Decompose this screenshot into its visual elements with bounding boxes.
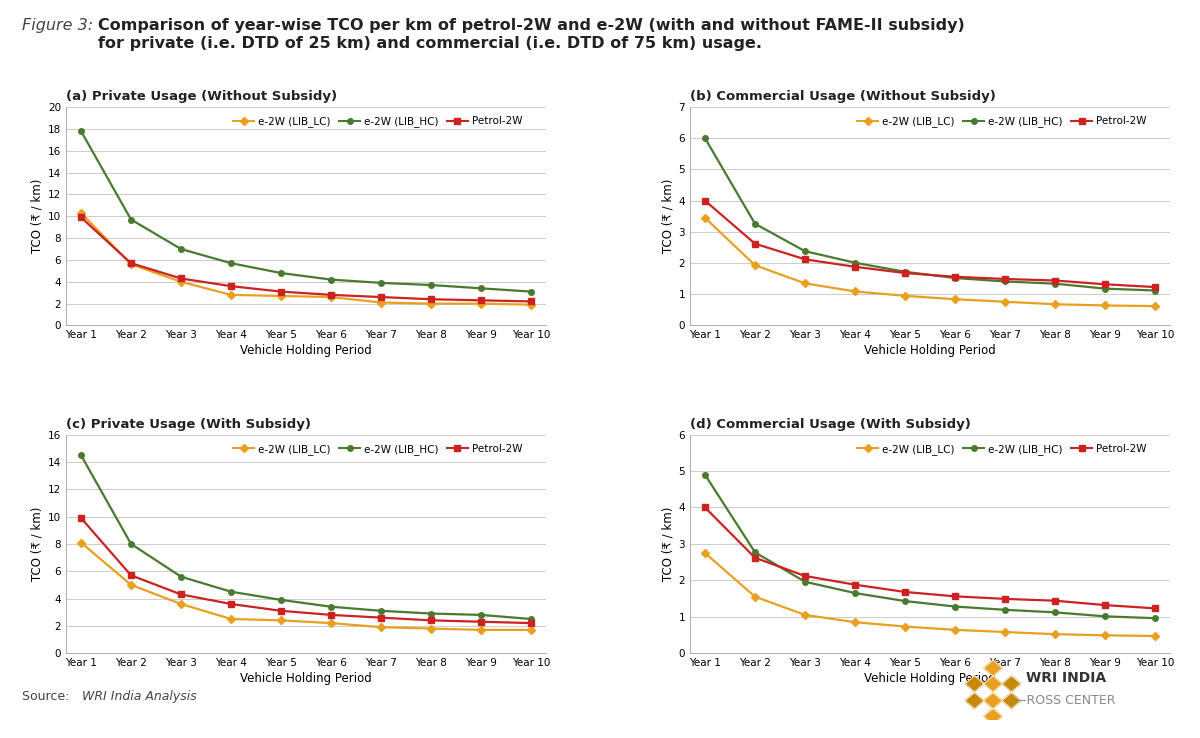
Legend: e-2W (LIB_LC), e-2W (LIB_HC), Petrol-2W: e-2W (LIB_LC), e-2W (LIB_HC), Petrol-2W bbox=[229, 440, 527, 459]
Text: Figure 3:: Figure 3: bbox=[22, 18, 92, 33]
Polygon shape bbox=[965, 676, 984, 692]
Y-axis label: TCO (₹ / km): TCO (₹ / km) bbox=[661, 507, 674, 581]
Polygon shape bbox=[1002, 693, 1021, 708]
Text: (d) Commercial Usage (With Subsidy): (d) Commercial Usage (With Subsidy) bbox=[690, 418, 971, 431]
Y-axis label: TCO (₹ / km): TCO (₹ / km) bbox=[31, 507, 43, 581]
Legend: e-2W (LIB_LC), e-2W (LIB_HC), Petrol-2W: e-2W (LIB_LC), e-2W (LIB_HC), Petrol-2W bbox=[229, 112, 527, 131]
Text: —ROSS CENTER: —ROSS CENTER bbox=[1014, 694, 1116, 707]
Polygon shape bbox=[1002, 676, 1021, 692]
Text: (a) Private Usage (Without Subsidy): (a) Private Usage (Without Subsidy) bbox=[66, 90, 337, 103]
Y-axis label: TCO (₹ / km): TCO (₹ / km) bbox=[661, 179, 674, 253]
Y-axis label: TCO (₹ / km): TCO (₹ / km) bbox=[31, 179, 43, 253]
Text: WRI India Analysis: WRI India Analysis bbox=[82, 689, 197, 703]
Polygon shape bbox=[965, 693, 984, 708]
Polygon shape bbox=[984, 708, 1002, 724]
Text: Comparison of year-wise TCO per km of petrol-2W and e-2W (with and without FAME-: Comparison of year-wise TCO per km of pe… bbox=[98, 18, 965, 51]
Text: (c) Private Usage (With Subsidy): (c) Private Usage (With Subsidy) bbox=[66, 418, 311, 431]
Text: WRI INDIA: WRI INDIA bbox=[1026, 671, 1106, 685]
X-axis label: Vehicle Holding Period: Vehicle Holding Period bbox=[864, 345, 996, 357]
Text: (b) Commercial Usage (Without Subsidy): (b) Commercial Usage (Without Subsidy) bbox=[690, 90, 996, 103]
Text: Source:: Source: bbox=[22, 689, 73, 703]
Legend: e-2W (LIB_LC), e-2W (LIB_HC), Petrol-2W: e-2W (LIB_LC), e-2W (LIB_HC), Petrol-2W bbox=[853, 112, 1151, 131]
X-axis label: Vehicle Holding Period: Vehicle Holding Period bbox=[240, 345, 372, 357]
Polygon shape bbox=[984, 693, 1002, 708]
Polygon shape bbox=[984, 661, 1002, 676]
Legend: e-2W (LIB_LC), e-2W (LIB_HC), Petrol-2W: e-2W (LIB_LC), e-2W (LIB_HC), Petrol-2W bbox=[853, 440, 1151, 459]
X-axis label: Vehicle Holding Period: Vehicle Holding Period bbox=[864, 672, 996, 685]
X-axis label: Vehicle Holding Period: Vehicle Holding Period bbox=[240, 672, 372, 685]
Polygon shape bbox=[984, 676, 1002, 692]
